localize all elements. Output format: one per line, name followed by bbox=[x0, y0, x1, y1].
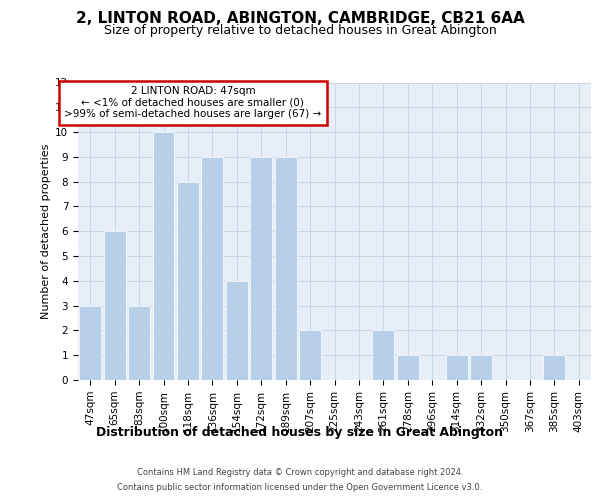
Bar bbox=[544, 355, 565, 380]
Text: Contains HM Land Registry data © Crown copyright and database right 2024.: Contains HM Land Registry data © Crown c… bbox=[137, 468, 463, 477]
Text: 2, LINTON ROAD, ABINGTON, CAMBRIDGE, CB21 6AA: 2, LINTON ROAD, ABINGTON, CAMBRIDGE, CB2… bbox=[76, 11, 524, 26]
Bar bbox=[397, 355, 419, 380]
Text: 2 LINTON ROAD: 47sqm
← <1% of detached houses are smaller (0)
>99% of semi-detac: 2 LINTON ROAD: 47sqm ← <1% of detached h… bbox=[64, 86, 322, 120]
Bar bbox=[373, 330, 394, 380]
Bar bbox=[275, 157, 296, 380]
Text: Contains public sector information licensed under the Open Government Licence v3: Contains public sector information licen… bbox=[118, 483, 482, 492]
Y-axis label: Number of detached properties: Number of detached properties bbox=[41, 144, 51, 319]
Bar bbox=[470, 355, 492, 380]
Bar bbox=[177, 182, 199, 380]
Bar bbox=[79, 306, 101, 380]
Bar bbox=[446, 355, 467, 380]
Text: Size of property relative to detached houses in Great Abington: Size of property relative to detached ho… bbox=[104, 24, 496, 37]
Bar bbox=[299, 330, 321, 380]
Text: Distribution of detached houses by size in Great Abington: Distribution of detached houses by size … bbox=[97, 426, 503, 439]
Bar bbox=[250, 157, 272, 380]
Bar bbox=[202, 157, 223, 380]
Bar bbox=[226, 281, 248, 380]
Bar bbox=[152, 132, 175, 380]
Bar bbox=[104, 231, 125, 380]
Bar bbox=[128, 306, 150, 380]
